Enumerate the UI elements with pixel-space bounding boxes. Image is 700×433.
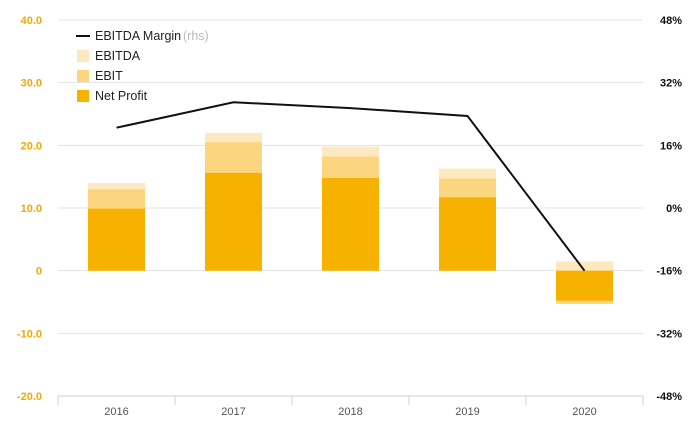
y-left-tick-label: 20.0 bbox=[21, 140, 42, 152]
legend-label-ebitda-margin: EBITDA Margin bbox=[95, 29, 181, 43]
line-ebitda-margin bbox=[116, 101, 586, 272]
ebitda-margin-line bbox=[116, 101, 586, 272]
legend-swatch-ebitda bbox=[77, 50, 89, 62]
y-right-tick-label: -32% bbox=[656, 328, 682, 340]
x-tick-label: 2019 bbox=[455, 406, 479, 418]
legend-label-net-profit: Net Profit bbox=[95, 89, 148, 103]
y-right-tick-label: 16% bbox=[660, 140, 682, 152]
axes: 2016 2017 2018 2019 2020 40.0 30.0 20.0 10.0 0 -10… bbox=[17, 15, 682, 418]
y-left-tick-label: -10.0 bbox=[17, 328, 42, 340]
y-right-tick-label: -48% bbox=[656, 391, 682, 403]
bar-net-profit-2020 bbox=[556, 270, 613, 301]
x-tick-label: 2020 bbox=[572, 406, 596, 418]
x-tick-label: 2016 bbox=[104, 406, 128, 418]
x-tick-label: 2018 bbox=[338, 406, 362, 418]
y-right-tick-label: 48% bbox=[660, 15, 682, 27]
bar-net-profit-2018 bbox=[322, 177, 379, 271]
legend-label-ebit: EBIT bbox=[95, 69, 123, 83]
x-tick-label: 2017 bbox=[221, 406, 245, 418]
bar-net-profit-2016 bbox=[88, 208, 145, 271]
legend-swatch-ebit bbox=[77, 70, 89, 82]
y-right-tick-label: 0% bbox=[666, 203, 682, 215]
y-left-tick-label: 10.0 bbox=[21, 203, 42, 215]
bar-ebitda-2020 bbox=[556, 261, 613, 271]
y-left-tick-label: 30.0 bbox=[21, 78, 42, 90]
y-left-tick-label: 0 bbox=[36, 266, 42, 278]
y-right-tick-label: -16% bbox=[656, 266, 682, 278]
legend: EBITDA Margin (rhs) EBITDA EBIT Net Prof… bbox=[76, 29, 209, 103]
y-right-tick-label: 32% bbox=[660, 78, 682, 90]
legend-label-ebitda: EBITDA bbox=[95, 49, 141, 63]
y-left-tick-label: 40.0 bbox=[21, 15, 42, 27]
bar-net-profit-2017 bbox=[205, 172, 262, 271]
bar-net-profit-2019 bbox=[439, 197, 496, 271]
legend-note-rhs: (rhs) bbox=[183, 29, 209, 43]
y-left-tick-label: -20.0 bbox=[17, 391, 42, 403]
legend-swatch-net-profit bbox=[77, 90, 89, 102]
bars bbox=[88, 132, 613, 304]
